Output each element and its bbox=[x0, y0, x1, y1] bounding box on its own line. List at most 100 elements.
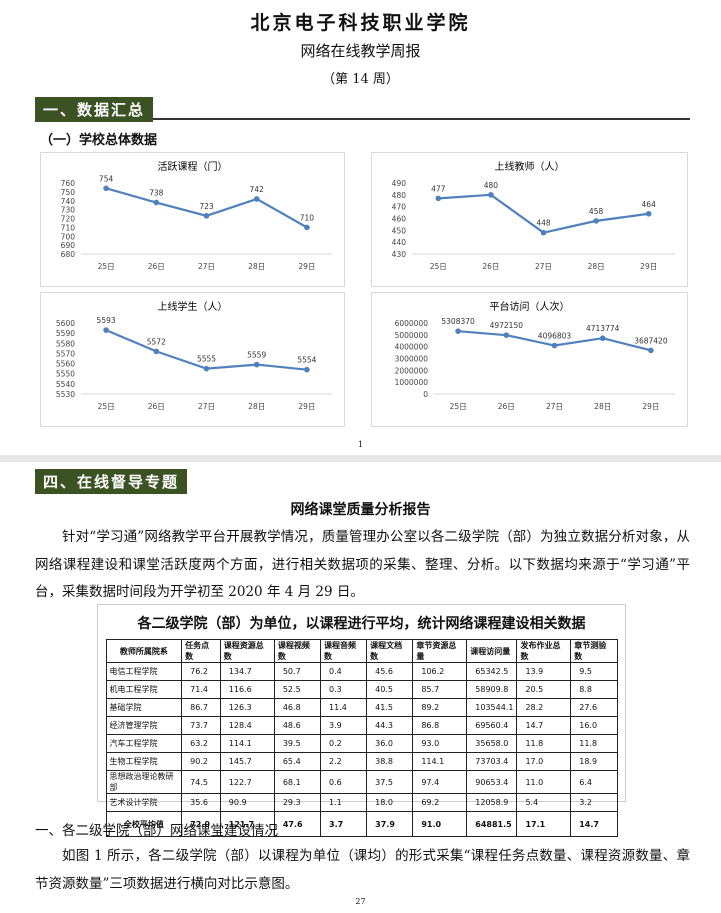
row: 思想政治理论教研部 74.5 122.7 68.1 0.6 37.5 97.4 90653.4… bbox=[105, 770, 618, 794]
cell: 64881.5 bbox=[466, 811, 518, 837]
y-tick-label: 700 bbox=[61, 232, 76, 241]
cell: 74.5 bbox=[181, 770, 221, 794]
cell: 37.9 bbox=[366, 811, 414, 837]
y-tick-label: 5590 bbox=[56, 329, 75, 338]
paragraph: 针对“学习通”网络教学平台开展教学情况，质量管理办公室以各二级学院（部）为独立数… bbox=[35, 529, 690, 600]
data-label: 5559 bbox=[247, 351, 266, 360]
cell: 63.2 bbox=[181, 734, 221, 753]
cell: 134.7 bbox=[219, 662, 275, 681]
chart-title: 上线学生（人） bbox=[158, 300, 228, 313]
cell: 3.9 bbox=[320, 716, 368, 735]
x-tick-label: 27日 bbox=[198, 402, 215, 411]
cell: 基础学院 bbox=[105, 698, 183, 717]
table-title: 各二级学院（部）为单位，以课程进行平均，统计网络课程建设相关数据 bbox=[137, 616, 586, 632]
x-tick-label: 29日 bbox=[640, 262, 657, 271]
cell: 122.7 bbox=[219, 770, 275, 794]
row: 电信工程学院 76.2 134.7 50.7 0.4 45.6 106.2 65342.5 13… bbox=[105, 662, 618, 681]
x-tick-label: 25日 bbox=[98, 402, 115, 411]
y-tick-label: 460 bbox=[392, 215, 407, 224]
cell: 90653.4 bbox=[466, 770, 518, 794]
row: 经济管理学院 73.7 128.4 48.6 3.9 44.3 86.8 69560.4 14.… bbox=[105, 716, 618, 735]
cell: 114.1 bbox=[412, 752, 468, 771]
x-tick-label: 29日 bbox=[298, 402, 315, 411]
y-tick-label: 440 bbox=[392, 238, 407, 247]
doc-subtitle: 网络在线教学周报 bbox=[300, 42, 421, 60]
x-tick-label: 28日 bbox=[594, 402, 611, 411]
y-tick-label: 450 bbox=[392, 226, 407, 235]
x-tick-label: 26日 bbox=[482, 262, 499, 271]
data-label: 3687420 bbox=[634, 336, 668, 345]
chart-title: 平台访问（人次） bbox=[490, 300, 570, 313]
point bbox=[593, 218, 599, 224]
cell: 14.7 bbox=[570, 811, 618, 837]
paragraph: 如图 1 所示，各二级学院（部）以课程为单位（课均）的形式采集“课程任务点数量、… bbox=[35, 848, 690, 892]
cell: 8.8 bbox=[570, 680, 618, 699]
point bbox=[103, 327, 109, 333]
header-cell: 教师所属院系 bbox=[105, 639, 183, 663]
cell: 18.9 bbox=[570, 752, 618, 771]
point bbox=[599, 335, 606, 342]
header-cell: 课程文档数 bbox=[366, 639, 414, 663]
cell: 11.8 bbox=[516, 734, 572, 753]
x-tick-label: 29日 bbox=[298, 262, 315, 271]
page-break bbox=[0, 455, 721, 462]
point bbox=[203, 365, 210, 372]
x-tick-label: 29日 bbox=[642, 402, 659, 411]
cell: 汽车工程学院 bbox=[105, 734, 183, 753]
cell: 6.4 bbox=[570, 770, 618, 794]
row: 生物工程学院 90.2 145.7 65.4 2.2 38.8 114.1 73703.4 17… bbox=[105, 752, 618, 771]
point bbox=[503, 332, 510, 338]
cell: 17.1 bbox=[516, 811, 572, 837]
section-heading: 一、各二级学院（部）网络课堂建设情况 bbox=[35, 823, 278, 839]
cell: 29.3 bbox=[273, 793, 322, 812]
cell: 97.4 bbox=[412, 770, 468, 794]
cell: 68.1 bbox=[273, 770, 322, 794]
cell: 121.7 bbox=[219, 811, 275, 837]
data-label: 5554 bbox=[297, 356, 316, 365]
y-tick-label: 2000000 bbox=[395, 366, 429, 375]
data-label: 464 bbox=[642, 200, 657, 209]
cell: 126.3 bbox=[219, 698, 275, 717]
page-number: 27 bbox=[355, 897, 366, 906]
point bbox=[648, 347, 654, 354]
header-cell: 章节资源总量 bbox=[412, 639, 468, 663]
x-tick-label: 26日 bbox=[148, 262, 165, 271]
cell: 2.2 bbox=[320, 752, 368, 771]
cell: 思想政治理论教研部 bbox=[105, 770, 183, 794]
point bbox=[153, 199, 160, 206]
x-tick-label: 28日 bbox=[248, 402, 265, 411]
cell: 65.4 bbox=[273, 752, 322, 771]
data-label: 4096803 bbox=[538, 332, 572, 341]
cell: 18.0 bbox=[366, 793, 414, 812]
cell: 27.6 bbox=[570, 698, 618, 717]
cell: 全校平均值 bbox=[105, 811, 183, 837]
y-tick-label: 6000000 bbox=[395, 319, 429, 328]
cell: 3.2 bbox=[570, 793, 618, 812]
point bbox=[645, 210, 652, 217]
section-heading: 一、数据汇总 bbox=[35, 97, 154, 122]
x-tick-label: 27日 bbox=[535, 262, 552, 271]
cell: 28.2 bbox=[516, 698, 572, 717]
cell: 90.2 bbox=[181, 752, 221, 771]
x-tick-label: 28日 bbox=[248, 262, 265, 271]
data-label: 738 bbox=[149, 189, 164, 198]
cell: 50.7 bbox=[273, 662, 322, 681]
data-label: 723 bbox=[199, 202, 214, 211]
header-cell: 任务点数 bbox=[181, 639, 221, 663]
header-cell: 课程音频数 bbox=[320, 639, 368, 663]
data-label: 480 bbox=[484, 181, 499, 190]
y-tick-label: 480 bbox=[392, 191, 407, 200]
cell: 5.4 bbox=[516, 793, 572, 812]
point bbox=[540, 229, 547, 236]
cell: 45.6 bbox=[366, 662, 414, 681]
header-cell: 章节测验数 bbox=[570, 639, 618, 663]
y-tick-label: 710 bbox=[61, 223, 76, 232]
cell: 41.5 bbox=[366, 698, 414, 717]
cell: 经济管理学院 bbox=[105, 716, 183, 735]
cell: 52.5 bbox=[273, 680, 322, 699]
row: 机电工程学院 71.4 116.6 52.5 0.3 40.5 85.7 58909.8 20.… bbox=[105, 680, 618, 699]
y-tick-label: 1000000 bbox=[395, 378, 429, 387]
point bbox=[253, 196, 260, 202]
cell: 39.5 bbox=[273, 734, 322, 753]
